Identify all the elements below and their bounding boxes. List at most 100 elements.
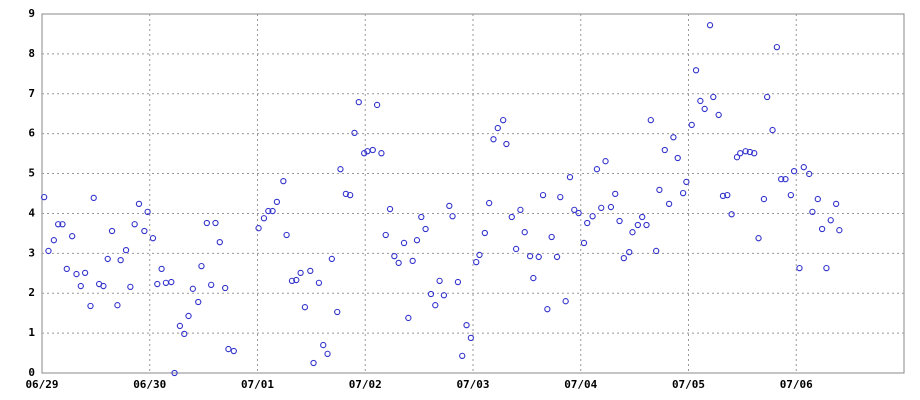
point bbox=[481, 229, 489, 237]
point bbox=[486, 199, 493, 207]
point bbox=[198, 262, 205, 270]
point bbox=[432, 302, 439, 309]
point bbox=[255, 225, 262, 232]
point bbox=[310, 359, 317, 367]
point bbox=[737, 150, 744, 157]
point bbox=[90, 194, 97, 202]
point bbox=[328, 255, 335, 263]
point bbox=[733, 154, 741, 161]
point bbox=[369, 146, 376, 154]
point bbox=[189, 285, 196, 292]
point bbox=[463, 321, 470, 329]
point bbox=[158, 265, 165, 273]
point bbox=[719, 192, 727, 200]
point bbox=[823, 264, 830, 272]
y-tick-label: 1 bbox=[28, 326, 35, 339]
point bbox=[814, 195, 821, 203]
plot-frame bbox=[41, 13, 905, 374]
point bbox=[413, 237, 421, 244]
point bbox=[674, 154, 681, 162]
x-tick-label: 07/03 bbox=[456, 378, 489, 391]
point bbox=[63, 265, 70, 273]
point bbox=[288, 277, 296, 285]
x-tick-label: 06/29 bbox=[25, 378, 58, 391]
point bbox=[108, 227, 116, 235]
point bbox=[87, 302, 94, 310]
point bbox=[490, 136, 497, 143]
point bbox=[566, 173, 574, 181]
point bbox=[117, 256, 124, 264]
point bbox=[347, 191, 354, 199]
point bbox=[728, 211, 735, 218]
point bbox=[760, 195, 768, 203]
point bbox=[446, 202, 453, 210]
point bbox=[679, 189, 687, 197]
point bbox=[181, 330, 188, 338]
point bbox=[422, 225, 429, 233]
point bbox=[81, 269, 89, 277]
x-tick-label: 07/05 bbox=[672, 378, 705, 391]
point bbox=[216, 239, 223, 246]
point bbox=[131, 221, 138, 228]
point bbox=[521, 229, 528, 236]
point bbox=[395, 259, 402, 267]
point bbox=[697, 97, 704, 105]
point bbox=[320, 341, 327, 349]
point bbox=[800, 164, 807, 171]
point bbox=[724, 191, 731, 199]
point bbox=[378, 150, 385, 157]
point bbox=[806, 170, 813, 178]
point bbox=[818, 225, 826, 233]
point bbox=[144, 208, 151, 215]
point bbox=[45, 247, 52, 255]
point bbox=[141, 227, 148, 235]
point bbox=[706, 22, 714, 29]
point bbox=[629, 229, 636, 236]
point bbox=[127, 283, 134, 290]
point bbox=[440, 292, 448, 299]
point bbox=[508, 213, 515, 221]
point bbox=[809, 208, 816, 215]
point bbox=[634, 221, 642, 229]
y-tick-label: 7 bbox=[28, 87, 35, 100]
point bbox=[764, 93, 771, 101]
point bbox=[59, 221, 66, 228]
point bbox=[208, 281, 215, 288]
point bbox=[185, 312, 192, 320]
y-tick-label: 6 bbox=[28, 127, 35, 140]
point bbox=[790, 168, 798, 175]
point bbox=[607, 203, 615, 211]
point bbox=[337, 166, 344, 173]
point bbox=[589, 213, 596, 220]
point bbox=[548, 233, 555, 241]
point bbox=[100, 282, 107, 290]
point bbox=[751, 150, 758, 157]
point bbox=[476, 251, 483, 259]
point bbox=[212, 219, 219, 227]
point bbox=[104, 255, 111, 263]
y-tick-label: 3 bbox=[28, 246, 35, 259]
x-tick-label: 07/02 bbox=[349, 378, 382, 391]
point bbox=[41, 193, 48, 201]
point bbox=[701, 105, 708, 113]
point bbox=[154, 280, 161, 288]
point bbox=[473, 258, 480, 266]
point bbox=[530, 274, 537, 282]
point bbox=[692, 67, 700, 74]
y-tick-label: 0 bbox=[28, 366, 35, 379]
point bbox=[400, 239, 408, 247]
y-tick-label: 8 bbox=[28, 47, 35, 60]
point bbox=[575, 209, 582, 217]
point bbox=[661, 146, 668, 154]
point bbox=[755, 235, 762, 242]
point bbox=[280, 177, 287, 185]
point bbox=[598, 204, 605, 212]
point bbox=[710, 93, 717, 101]
point bbox=[283, 231, 290, 239]
point bbox=[195, 298, 202, 306]
point bbox=[643, 221, 650, 229]
point bbox=[639, 213, 646, 221]
point bbox=[203, 219, 211, 227]
point bbox=[315, 279, 323, 287]
point bbox=[715, 111, 722, 119]
